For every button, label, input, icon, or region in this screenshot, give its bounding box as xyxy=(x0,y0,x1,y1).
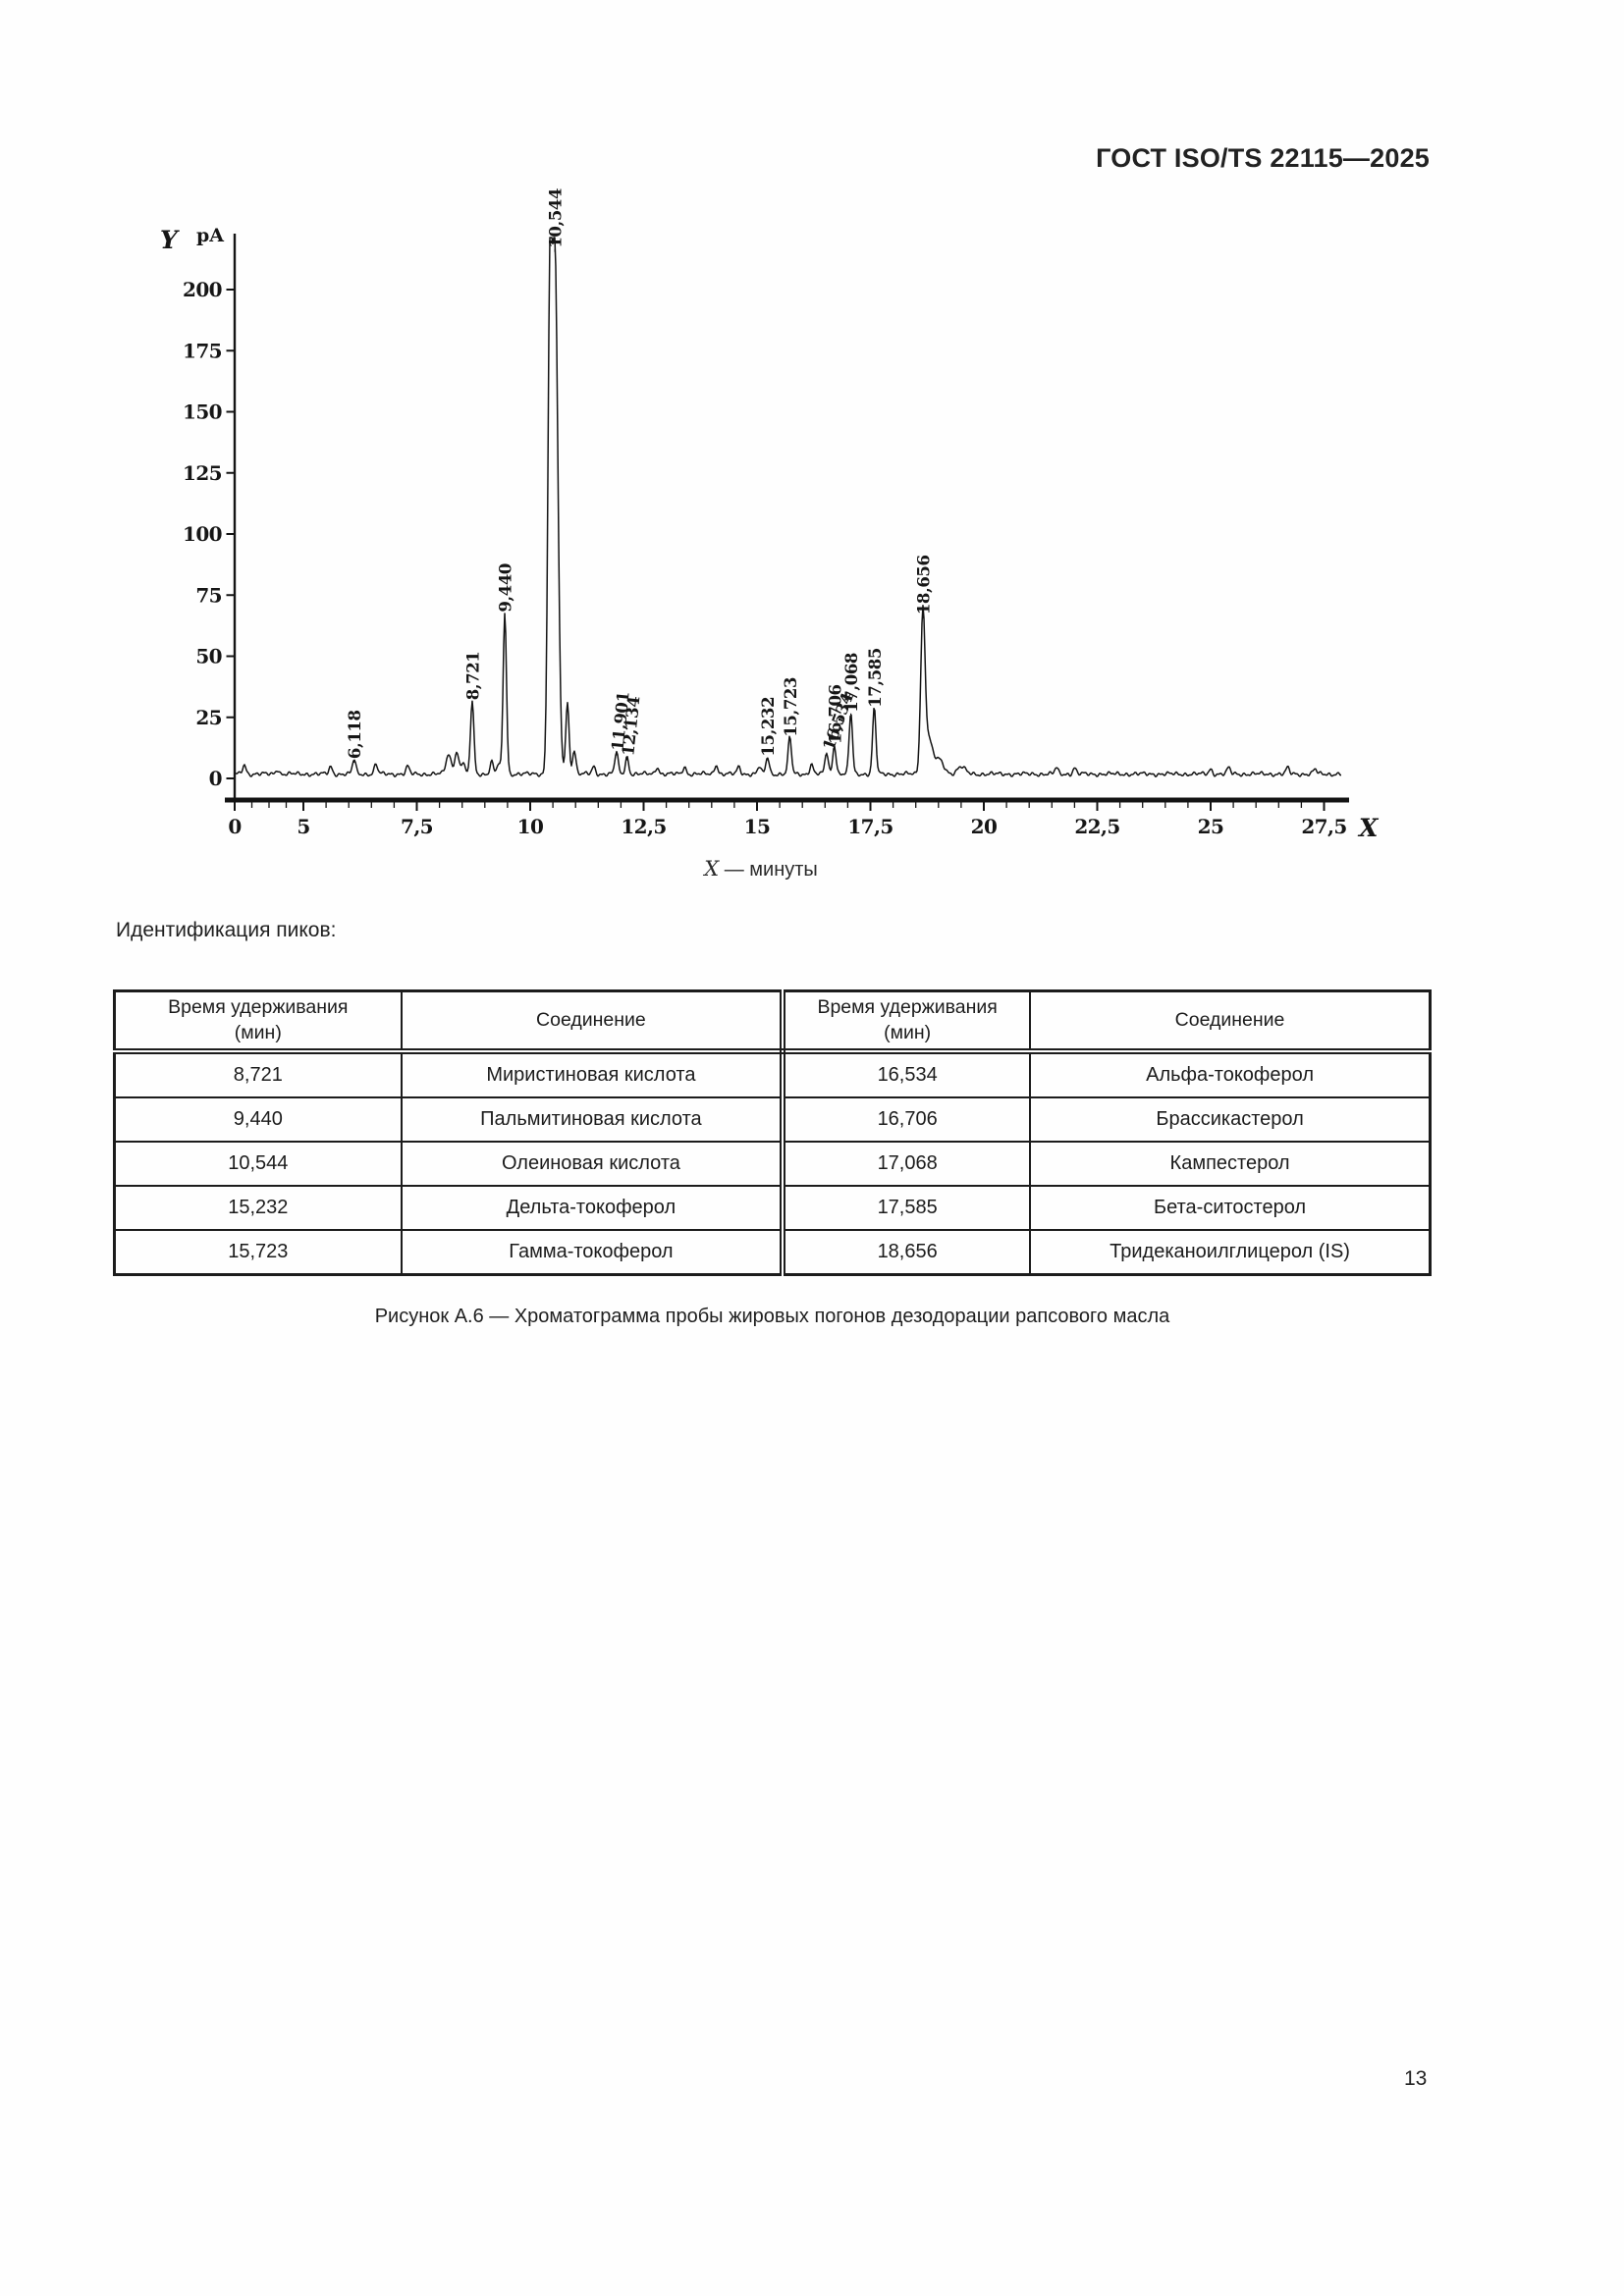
retention-time-cell: 8,721 xyxy=(113,1050,403,1098)
compound-cell: Бета-ситостерол xyxy=(1029,1185,1432,1231)
peak-label: 18,656 xyxy=(914,555,933,614)
compound-cell: Пальмитиновая кислота xyxy=(400,1096,786,1143)
x-tick-label: 25 xyxy=(1198,815,1224,838)
compound-cell: Гамма-токоферол xyxy=(400,1229,786,1276)
y-axis-unit: pA xyxy=(196,225,224,246)
peak-label: 17,585 xyxy=(866,648,885,708)
peaks-table-body: 8,721 Миристиновая кислота 16,534 Альфа-ток… xyxy=(113,1050,1432,1276)
x-tick-label: 12,5 xyxy=(621,815,666,838)
y-tick-label: 175 xyxy=(183,339,222,362)
retention-time-cell: 18,656 xyxy=(782,1229,1032,1276)
x-axis-ticks: 0 5 7,5 10 12,5 15 17,5 20 22,5 25 27,5 xyxy=(228,802,1347,838)
retention-time-cell: 15,723 xyxy=(113,1229,403,1276)
peaks-table-wrap: Время удерживания (мин) Соединение Время уд… xyxy=(113,989,1432,1276)
retention-time-cell: 17,068 xyxy=(782,1141,1032,1187)
y-tick-label: 0 xyxy=(209,767,222,790)
chromatogram-figure: 0 25 50 75 100 125 150 175 200 0 5 7,5 10 12,5 15 17,5 2… xyxy=(0,137,1624,913)
x-axis-caption: X — минуты xyxy=(702,857,818,881)
y-axis-letter: Y xyxy=(160,226,180,254)
retention-time-cell: 17,585 xyxy=(782,1185,1032,1231)
table-row: 15,232 Дельта-токоферол 17,585 Бета-ситосте… xyxy=(113,1185,1432,1231)
col-header: Соединение xyxy=(1029,989,1432,1054)
y-tick-label: 50 xyxy=(195,645,222,668)
peak-label: 10,544 xyxy=(547,188,566,248)
compound-cell: Дельта-токоферол xyxy=(400,1185,786,1231)
table-row: 10,544 Олеиновая кислота 17,068 Кампестерол xyxy=(113,1141,1432,1187)
peak-label: 8,721 xyxy=(463,652,482,701)
x-tick-label: 15 xyxy=(744,815,771,838)
compound-cell: Миристиновая кислота xyxy=(400,1050,786,1098)
col-header: Время удерживания (мин) xyxy=(113,989,403,1054)
compound-cell: Олеиновая кислота xyxy=(400,1141,786,1187)
x-tick-label: 27,5 xyxy=(1301,815,1346,838)
peak-label: 15,723 xyxy=(782,677,800,737)
peak-label: 6,118 xyxy=(346,710,364,759)
page-number: 13 xyxy=(1404,2067,1428,2090)
x-tick-label: 7,5 xyxy=(401,815,433,838)
table-row: 9,440 Пальмитиновая кислота 16,706 Брассика… xyxy=(113,1096,1432,1143)
y-tick-label: 200 xyxy=(183,278,222,301)
peak-label: 16,706 xyxy=(826,684,844,744)
retention-time-cell: 15,232 xyxy=(113,1185,403,1231)
x-tick-label: 0 xyxy=(228,815,241,838)
x-axis-letter: X xyxy=(1357,814,1380,842)
retention-time-cell: 16,706 xyxy=(782,1096,1032,1143)
y-axis-ticks: 0 25 50 75 100 125 150 175 200 xyxy=(183,278,235,790)
table-row: 8,721 Миристиновая кислота 16,534 Альфа-ток… xyxy=(113,1050,1432,1098)
retention-time-cell: 16,534 xyxy=(782,1050,1032,1098)
y-tick-label: 125 xyxy=(183,461,222,485)
compound-cell: Брассикастерол xyxy=(1029,1096,1432,1143)
y-tick-label: 75 xyxy=(195,583,222,607)
compound-cell: Тридеканоилглицерол (IS) xyxy=(1029,1229,1432,1276)
document-header: ГОСТ ISO/TS 22115—2025 xyxy=(1096,143,1430,173)
axes xyxy=(225,234,1349,803)
peaks-table-head: Время удерживания (мин) Соединение Время уд… xyxy=(113,989,1432,1054)
col-header: Время удерживания (мин) xyxy=(782,989,1032,1054)
figure-caption: Рисунок А.6 — Хроматограмма пробы жировы… xyxy=(374,1306,1170,1327)
chromatogram-trace xyxy=(235,237,1341,777)
peaks-identification-intro: Идентификация пиков: xyxy=(116,919,337,941)
peak-label: 17,068 xyxy=(842,653,861,713)
x-tick-label: 10 xyxy=(517,815,544,838)
peak-label: 15,232 xyxy=(759,697,778,757)
x-tick-label: 22,5 xyxy=(1074,815,1119,838)
y-tick-label: 100 xyxy=(183,522,222,546)
y-tick-label: 25 xyxy=(195,706,222,729)
x-tick-label: 5 xyxy=(297,815,309,838)
retention-time-cell: 10,544 xyxy=(113,1141,403,1187)
compound-cell: Кампестерол xyxy=(1029,1141,1432,1187)
peak-label: 9,440 xyxy=(497,563,515,613)
x-tick-label: 20 xyxy=(971,815,998,838)
col-header: Соединение xyxy=(400,989,786,1054)
table-row: 15,723 Гамма-токоферол 18,656 Тридеканоилгл… xyxy=(113,1229,1432,1276)
peaks-table: Время удерживания (мин) Соединение Время уд… xyxy=(113,989,1432,1276)
y-tick-label: 150 xyxy=(183,400,222,424)
chromatogram-svg: 0 25 50 75 100 125 150 175 200 0 5 7,5 10 12,5 15 17,5 2… xyxy=(160,188,1380,881)
compound-cell: Альфа-токоферол xyxy=(1029,1050,1432,1098)
x-tick-label: 17,5 xyxy=(847,815,893,838)
retention-time-cell: 9,440 xyxy=(113,1096,403,1143)
